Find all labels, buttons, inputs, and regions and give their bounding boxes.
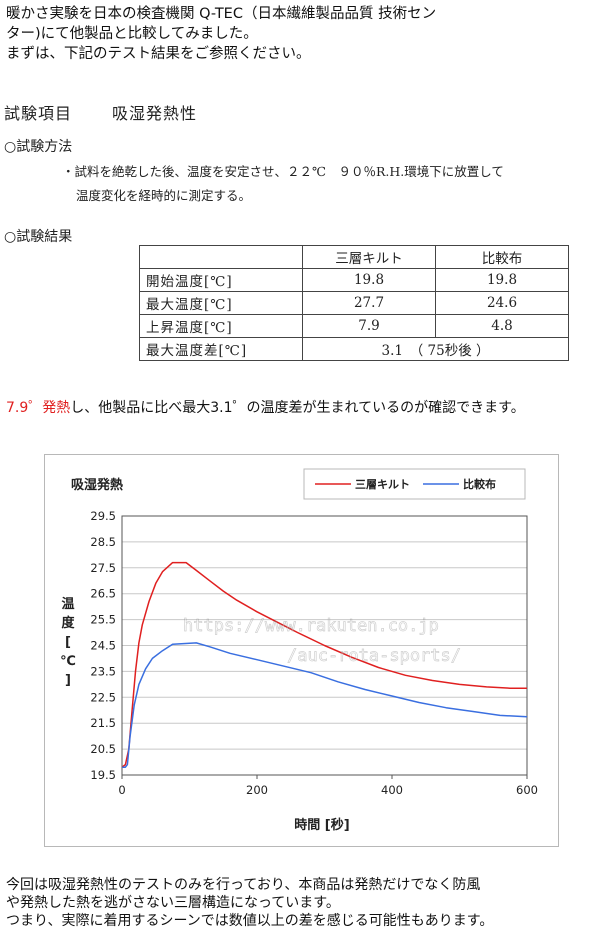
x-tick-label: 0: [118, 783, 125, 797]
table-cell: 4.8: [435, 314, 569, 338]
closing-text: 今回は吸湿発熱性のテストのみを行っており、本商品は発熱だけでなく防風 や発熱した…: [6, 876, 596, 930]
test-item-label: 試験項目: [4, 104, 73, 123]
y-tick-label: 23.5: [90, 664, 116, 678]
intro-line: ター)にて他製品と比較してみました。: [6, 26, 258, 42]
closing-line: や発熱した熱を逃がさない三層構造になっています。: [6, 895, 340, 911]
table-header-cell: 三層キルト: [302, 245, 436, 269]
legend-label: 三層キルト: [355, 478, 410, 491]
table-cell: 19.8: [435, 268, 569, 292]
x-tick-label: 600: [516, 783, 538, 797]
legend: 三層キルト 比較布: [303, 468, 526, 500]
intro-line: まずは、下記のテスト結果をご参照ください。: [6, 46, 311, 62]
table-cell: 最大温度[℃]: [139, 291, 303, 315]
chart-frame: 吸湿発熱 三層キルト 比較布 19.5 20.5 21.5 22.5 23.5 24.5 2…: [44, 454, 559, 847]
x-tick-label: 400: [381, 783, 403, 797]
table-row: 最大温度[℃] 27.7 24.6: [139, 291, 569, 315]
table-row: 開始温度[℃] 19.8 19.8: [139, 268, 569, 292]
table-header-row: 三層キルト 比較布: [139, 245, 569, 269]
table-cell: 3.1 （ 75秒後 ）: [302, 337, 569, 361]
y-tick-label: 29.5: [90, 509, 116, 523]
closing-line: 今回は吸湿発熱性のテストのみを行っており、本商品は発熱だけでなく防風: [6, 877, 481, 893]
y-axis-label-char: ]: [65, 673, 71, 688]
table-cell: 24.6: [435, 291, 569, 315]
series-line-2: [122, 642, 528, 768]
series-lines: [121, 561, 528, 768]
method-description: ・試料を絶乾した後、温度を安定させ、２２℃ ９０％R.H.環境下に放置して 温度…: [62, 160, 600, 208]
closing-line: つまり、実際に着用するシーンでは数値以上の差を感じる可能性もあります。: [6, 913, 494, 929]
table-cell: 27.7: [302, 291, 436, 315]
y-tick-label: 19.5: [90, 768, 116, 782]
table-cell: 開始温度[℃]: [139, 268, 303, 292]
y-axis-label-char: 度: [61, 615, 75, 631]
x-axis-label: 時間 [秒]: [294, 817, 349, 833]
y-tick-label: 25.5: [90, 613, 116, 627]
table-header-cell: [139, 245, 303, 269]
method-line: ・試料を絶乾した後、温度を安定させ、２２℃ ９０％R.H.環境下に放置して: [62, 164, 504, 179]
summary-body: し、他製品に比べ最大3.1゜の温度差が生まれているのが確認できます。: [70, 400, 525, 416]
y-tick-label: 22.5: [90, 690, 116, 704]
intro-line: 暖かさ実験を日本の検査機関 Q-TEC（日本繊維製品品質 技術セン: [6, 6, 437, 22]
watermark: https://www.rakuten.co.jp /auc-rota-spor…: [183, 616, 462, 667]
table-cell: 最大温度差[℃]: [139, 337, 303, 361]
table-cell: 上昇温度[℃]: [139, 314, 303, 338]
legend-label: 比較布: [463, 477, 496, 491]
plot-area: [121, 515, 528, 776]
y-tick-label: 20.5: [90, 742, 116, 756]
y-tick-label: 28.5: [90, 535, 116, 549]
moisture-heat-chart: 吸湿発熱 三層キルト 比較布 19.5 20.5 21.5 22.5 23.5 24.5 2…: [60, 468, 538, 833]
summary-text: 7.9゜発熱し、他製品に比べ最大3.1゜の温度差が生まれているのが確認できます。: [6, 398, 596, 418]
table-row: 上昇温度[℃] 7.9 4.8: [139, 314, 569, 338]
method-line: 温度変化を経時的に測定する。: [76, 188, 252, 203]
y-axis-label: 温度 [ ℃]: [60, 597, 76, 688]
y-tick-label: 21.5: [90, 716, 116, 730]
series-line-1: [121, 561, 527, 768]
y-axis-label-char: ℃: [60, 654, 76, 669]
y-tick-label: 24.5: [90, 639, 116, 653]
y-axis-ticks: 19.5 20.5 21.5 22.5 23.5 24.5 25.5 26.5 27.5 28.5…: [90, 509, 116, 782]
y-tick-label: 27.5: [90, 561, 116, 575]
watermark-line: https://www.rakuten.co.jp: [183, 616, 439, 636]
results-table: 三層キルト 比較布 開始温度[℃] 19.8 19.8 最大温度[℃] 27.7…: [139, 245, 569, 361]
table-row: 最大温度差[℃] 3.1 （ 75秒後 ）: [139, 337, 569, 361]
table-cell: 7.9: [302, 314, 436, 338]
summary-highlight: 7.9゜発熱: [6, 400, 71, 416]
y-axis-label-char: 温: [61, 597, 74, 612]
test-item-value: 吸湿発熱性: [112, 104, 198, 123]
x-tick-label: 200: [246, 783, 268, 797]
intro-text: 暖かさ実験を日本の検査機関 Q-TEC（日本繊維製品品質 技術セン ター)にて他…: [6, 4, 596, 64]
y-tick-label: 26.5: [90, 587, 116, 601]
result-heading: ○試験結果: [4, 229, 73, 245]
chart-title: 吸湿発熱: [71, 477, 123, 493]
test-item-title: 試験項目 吸湿発熱性: [4, 100, 197, 124]
method-heading: ○試験方法: [4, 139, 73, 155]
watermark-line: /auc-rota-sports/: [287, 646, 461, 666]
table-cell: 19.8: [302, 268, 436, 292]
y-axis-label-char: [: [65, 635, 71, 650]
table-header-cell: 比較布: [435, 245, 569, 269]
x-axis-ticks: 0 200 400 600: [118, 775, 538, 797]
